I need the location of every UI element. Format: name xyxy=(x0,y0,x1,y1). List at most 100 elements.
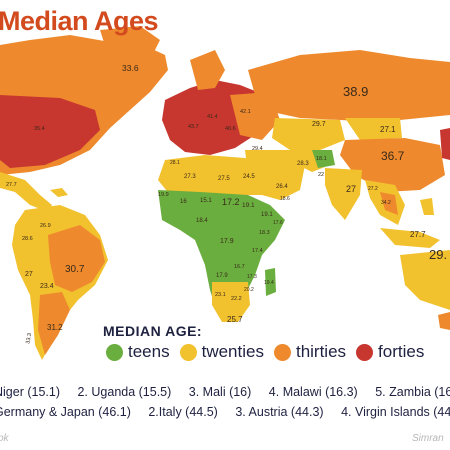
label-chile: 33.3 xyxy=(25,333,33,345)
label-australia: 29. xyxy=(429,247,447,262)
argentina-region xyxy=(38,292,70,355)
label-iran: 28.3 xyxy=(297,161,309,167)
label-egypt: 24.5 xyxy=(243,174,255,180)
label-libya: 27.5 xyxy=(218,176,230,182)
label-madagascar: 19.4 xyxy=(264,280,274,286)
label-argentina: 31.2 xyxy=(47,323,63,332)
teens-swatch-icon xyxy=(106,343,123,361)
label-brazil: 30.7 xyxy=(65,264,85,275)
youngest-rank-5: 5. Zambia (16 xyxy=(375,385,450,399)
label-pakistan: 22 xyxy=(318,172,324,178)
legend-label: teens xyxy=(128,342,170,361)
youngest-rank-2: 2. Uganda (15.5) xyxy=(77,385,172,399)
label-mongolia: 27.1 xyxy=(380,125,396,134)
label-mali: 16 xyxy=(180,199,187,205)
label-bolivia: 23.4 xyxy=(40,283,54,290)
label-nigeria: 18.4 xyxy=(196,218,208,224)
label-canada: 33.6 xyxy=(122,63,139,73)
label-southafrica: 25.7 xyxy=(227,315,243,324)
label-saudi: 26.4 xyxy=(276,184,288,190)
label-sudan: 19.1 xyxy=(242,202,255,209)
afghanistan xyxy=(312,150,335,168)
label-chad: 17.2 xyxy=(222,197,240,207)
label-europe-b: 41.4 xyxy=(207,114,218,120)
label-morocco: 28.1 xyxy=(170,160,180,166)
australia xyxy=(400,250,450,310)
label-tanzania: 17.4 xyxy=(252,248,263,254)
legend-label: thirties xyxy=(295,342,347,361)
label-colombia: 28.6 xyxy=(22,236,33,242)
twenties-swatch-icon xyxy=(179,343,197,361)
youngest-rank-1: Niger (15.1) xyxy=(0,385,60,399)
scandinavia xyxy=(190,50,225,90)
label-mauritania: 19.9 xyxy=(158,192,169,198)
label-usa-bits: 35.4 xyxy=(34,126,45,132)
label-china: 36.7 xyxy=(381,149,405,163)
label-russia: 38.9 xyxy=(343,84,368,99)
philippines xyxy=(420,198,434,215)
greenland xyxy=(100,26,160,70)
youngest-rank-4: 4. Malawi (16.3) xyxy=(268,385,358,399)
legend-title: MEDIAN AGE: xyxy=(103,323,203,339)
central-asia xyxy=(272,118,345,150)
southern-africa xyxy=(212,282,250,322)
russia xyxy=(248,50,450,122)
india xyxy=(325,168,362,220)
label-europe-d: 42.1 xyxy=(240,109,251,115)
oldest-rank-4: 4. Virgin Islands (44 xyxy=(341,405,450,419)
label-zimbabwe: 20.2 xyxy=(244,287,254,293)
legend: teens twenties thirties forties xyxy=(106,342,434,362)
label-somalia: 17.6 xyxy=(273,220,283,226)
japan xyxy=(440,128,450,160)
north-africa xyxy=(158,155,265,195)
label-niger: 15.1 xyxy=(200,198,212,204)
usa-region xyxy=(0,95,100,168)
label-kenya: 18.3 xyxy=(259,230,270,236)
legend-item-twenties: twenties xyxy=(179,342,264,362)
label-indonesia: 27.7 xyxy=(410,230,426,239)
credit-right: Simran xyxy=(412,433,444,444)
label-drc: 17.9 xyxy=(220,238,234,245)
sub-saharan-africa xyxy=(158,190,285,315)
label-zambia: 16.7 xyxy=(234,264,245,270)
label-ethiopia: 19.1 xyxy=(261,212,273,218)
oldest-ranking: Germany & Japan (46.1) 2.Italy (44.5) 3.… xyxy=(0,405,450,419)
label-turkey: 29.4 xyxy=(252,146,263,152)
oldest-rank-2: 2.Italy (44.5) xyxy=(148,405,218,419)
indonesia xyxy=(380,228,440,248)
label-namibia: 23.1 xyxy=(215,292,226,298)
legend-item-thirties: thirties xyxy=(273,342,347,362)
label-peru: 27 xyxy=(25,271,33,278)
forties-swatch-icon xyxy=(356,343,374,361)
label-europe-a: 43.7 xyxy=(188,124,199,130)
youngest-rank-3: 3. Mali (16) xyxy=(188,385,252,399)
oldest-rank-3: 3. Austria (44.3) xyxy=(235,405,324,419)
new-zealand xyxy=(438,312,450,330)
page-title: Median Ages xyxy=(0,6,159,36)
label-thailand: 34.2 xyxy=(381,200,391,206)
label-myanmar: 27.2 xyxy=(368,186,378,192)
label-angola: 17.9 xyxy=(216,273,228,279)
mongolia xyxy=(345,118,402,140)
legend-item-teens: teens xyxy=(106,342,170,362)
label-mozambique: 17.3 xyxy=(247,274,257,280)
label-botswana: 22.2 xyxy=(231,296,242,302)
youngest-ranking: Niger (15.1) 2. Uganda (15.5) 3. Mali (1… xyxy=(0,385,450,399)
brazil-region xyxy=(48,225,105,292)
thirties-swatch-icon xyxy=(273,343,291,361)
label-mexico: 27.7 xyxy=(6,182,17,188)
china xyxy=(340,138,445,192)
caribbean-islands xyxy=(50,188,68,197)
legend-label: twenties xyxy=(201,342,264,361)
label-algeria: 27.3 xyxy=(184,174,196,180)
label-venezuela: 26.9 xyxy=(40,223,51,229)
label-afghanistan: 18.1 xyxy=(316,156,327,162)
label-india: 27 xyxy=(346,184,356,194)
thailand xyxy=(380,192,398,215)
credit-left: ok xyxy=(0,433,9,444)
label-europe-c: 40.6 xyxy=(225,126,236,132)
oldest-rank-1: Germany & Japan (46.1) xyxy=(0,405,131,419)
legend-label: forties xyxy=(378,342,425,361)
label-kazakhstan: 29.7 xyxy=(312,121,326,128)
